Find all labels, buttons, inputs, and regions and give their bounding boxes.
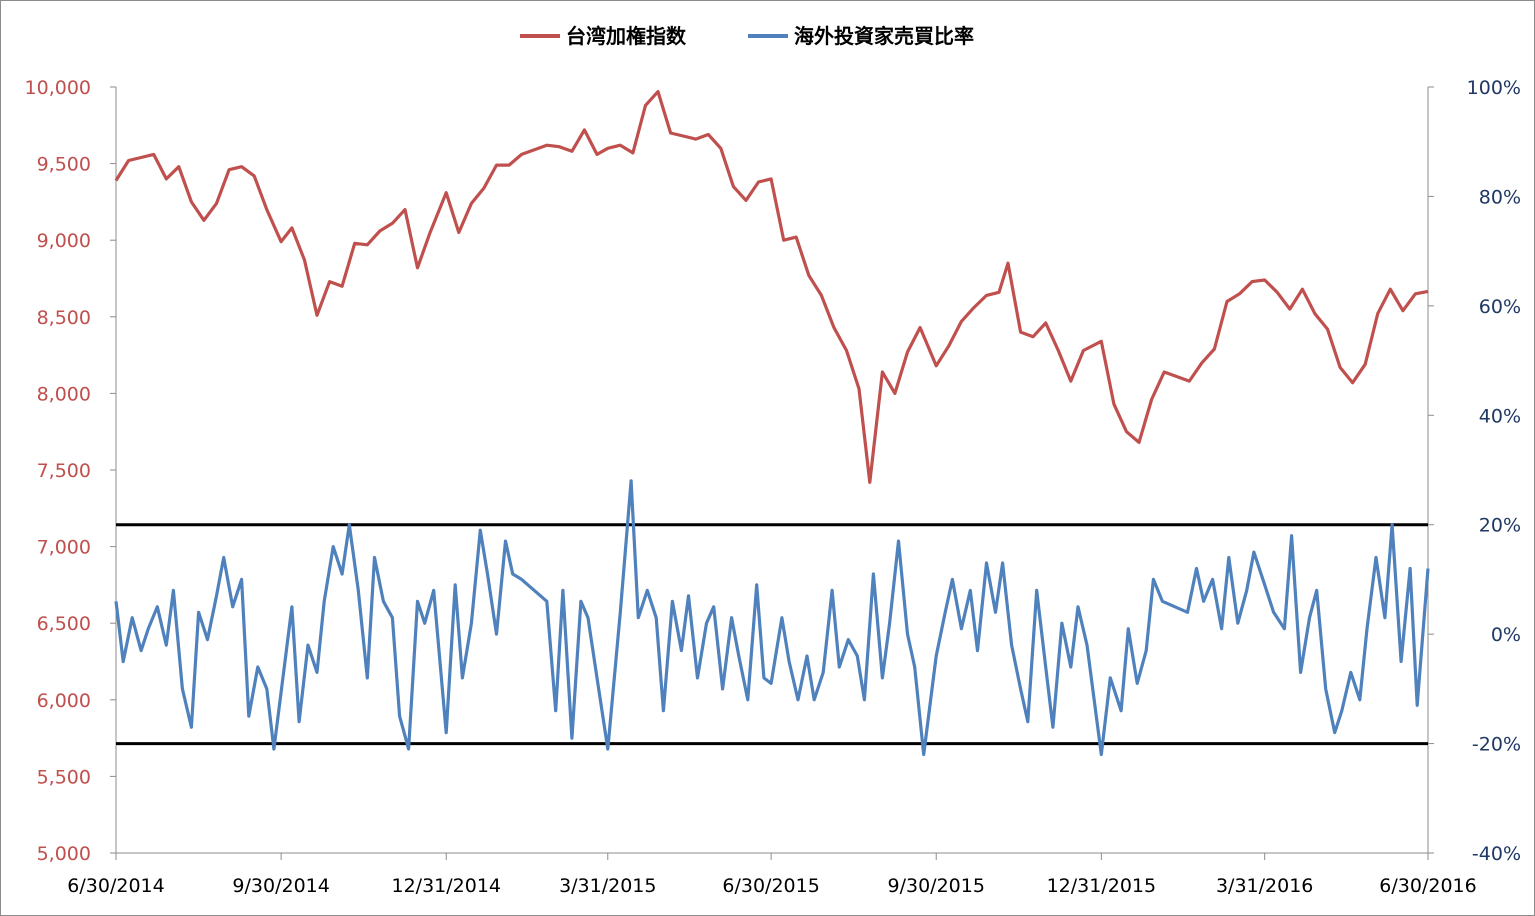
legend-label-index: 台湾加権指数 bbox=[566, 24, 687, 48]
x-tick-label: 12/31/2015 bbox=[1047, 875, 1157, 897]
x-tick-label: 6/30/2016 bbox=[1379, 875, 1476, 897]
y-left-tick-label: 10,000 bbox=[25, 77, 91, 99]
y-left-tick-label: 6,500 bbox=[37, 613, 91, 635]
axes: 5,000 5,500 6,000 6,500 7,000 7,500 8,000 8,500… bbox=[25, 77, 1521, 897]
legend-label-foreign: 海外投資家売買比率 bbox=[794, 24, 974, 48]
reference-lines bbox=[116, 523, 1428, 746]
y-right-tick-label: -20% bbox=[1472, 734, 1521, 756]
y-left-tick-label: 9,500 bbox=[37, 154, 91, 176]
y-right-tick-label: 80% bbox=[1479, 186, 1521, 208]
x-tick-label: 3/31/2016 bbox=[1216, 875, 1313, 897]
x-tick-label: 6/30/2014 bbox=[67, 875, 164, 897]
y-left-tick-label: 5,000 bbox=[37, 843, 91, 865]
y-right-tick-label: 20% bbox=[1479, 515, 1521, 537]
y-right-tick-label: -40% bbox=[1472, 843, 1521, 865]
y-left-tick-label: 8,000 bbox=[37, 383, 91, 405]
x-tick-label: 9/30/2014 bbox=[232, 875, 329, 897]
y-left-tick-label: 9,000 bbox=[37, 230, 91, 252]
y-left-tick-label: 7,000 bbox=[37, 537, 91, 559]
series-line-foreign-ratio bbox=[114, 479, 1430, 757]
y-right-tick-label: 100% bbox=[1467, 77, 1521, 99]
legend: 台湾加権指数 海外投資家売買比率 bbox=[520, 24, 974, 48]
x-tick-label: 12/31/2014 bbox=[391, 875, 501, 897]
series-line-taiwan-index bbox=[114, 89, 1429, 484]
series-layer bbox=[114, 89, 1430, 757]
x-tick-label: 3/31/2015 bbox=[559, 875, 656, 897]
y-right-tick-label: 40% bbox=[1479, 405, 1521, 427]
y-right-tick-label: 0% bbox=[1491, 624, 1521, 646]
x-tick-label: 6/30/2015 bbox=[722, 875, 819, 897]
y-left-tick-label: 7,500 bbox=[37, 460, 91, 482]
y-left-tick-label: 5,500 bbox=[37, 766, 91, 788]
y-left-tick-label: 8,500 bbox=[37, 307, 91, 329]
x-tick-label: 9/30/2015 bbox=[888, 875, 985, 897]
y-right-tick-label: 60% bbox=[1479, 296, 1521, 318]
y-left-tick-label: 6,000 bbox=[37, 690, 91, 712]
